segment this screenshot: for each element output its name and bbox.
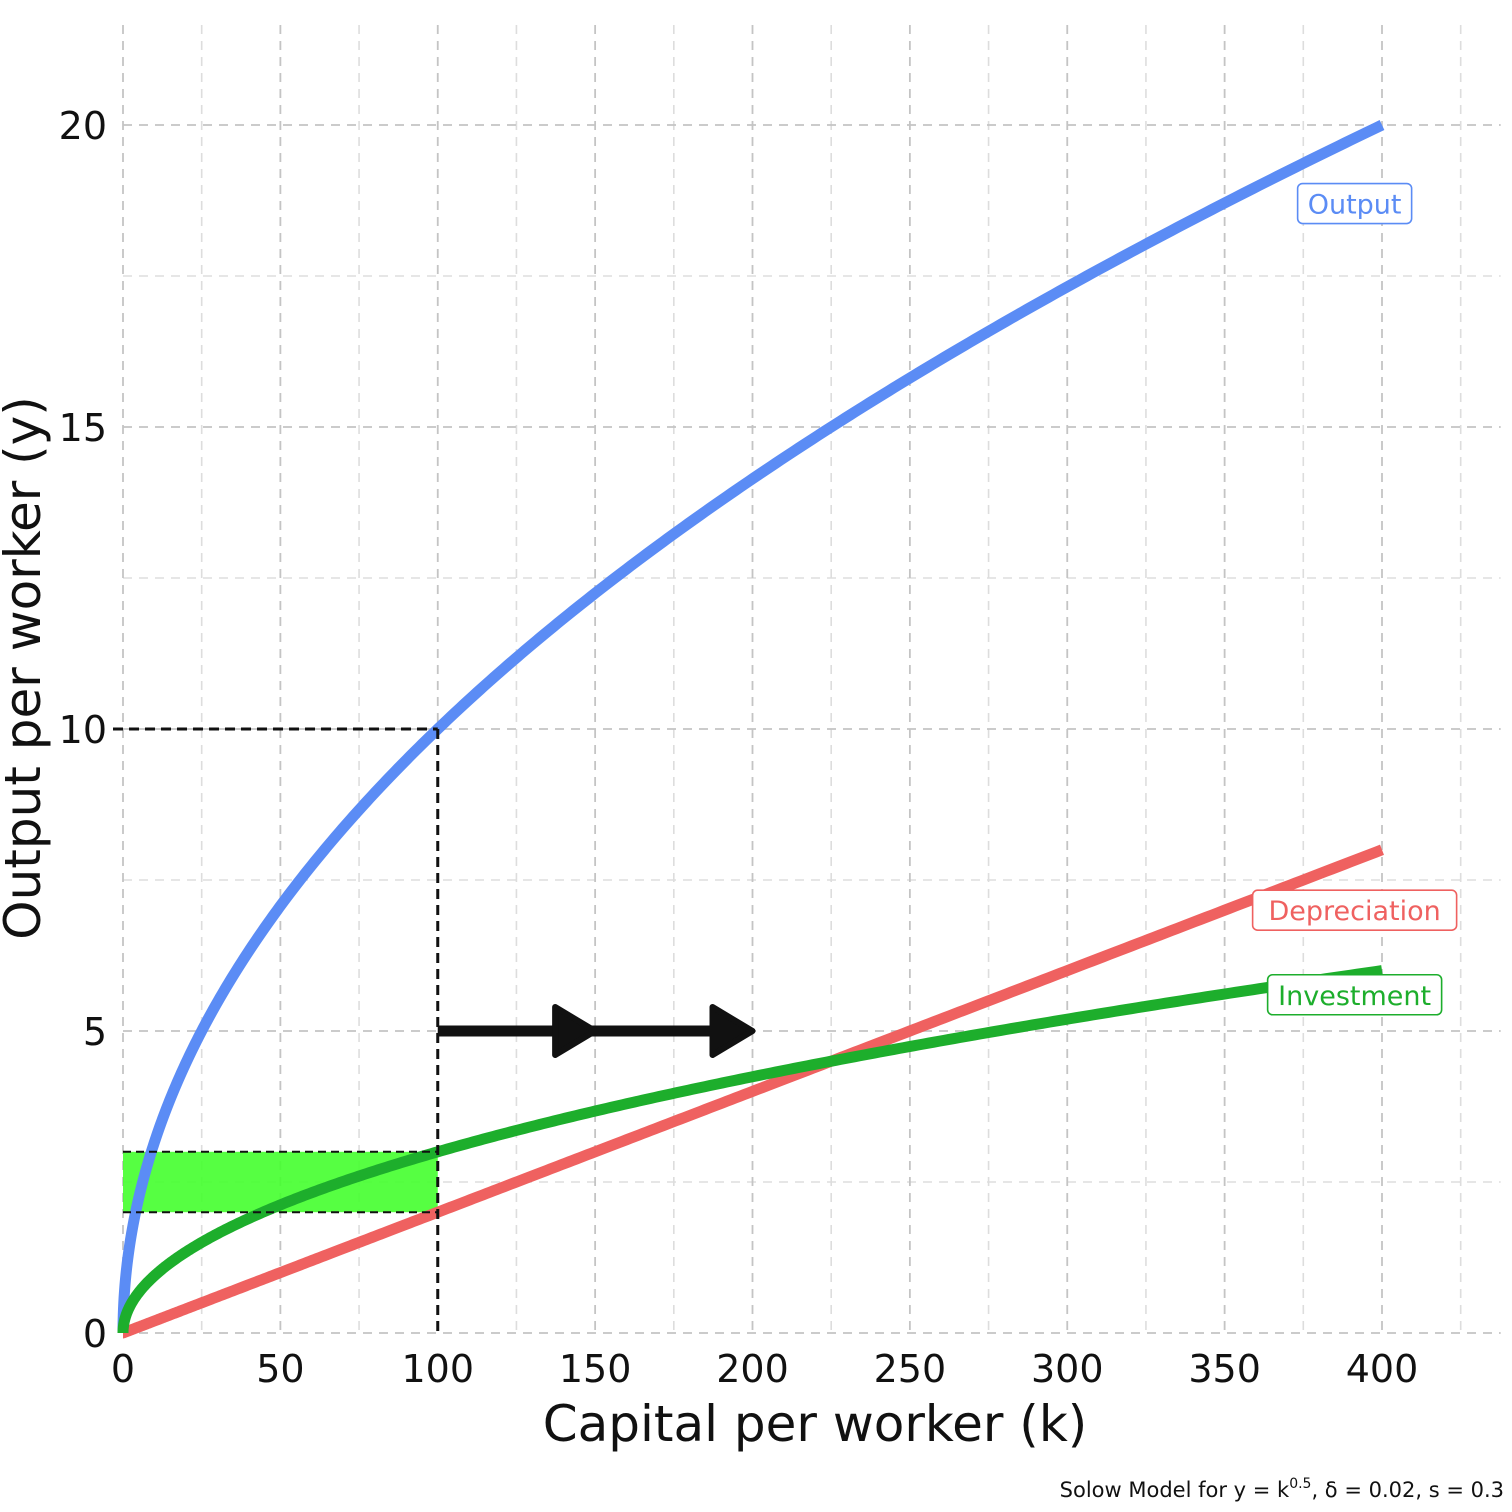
x-tick-label: 100 <box>401 1347 474 1391</box>
series-label-layer: Output Depreciation Investment <box>1251 182 1458 1016</box>
x-tick-label: 350 <box>1188 1347 1261 1391</box>
annotation-layer <box>113 727 756 1333</box>
series-label-text: Output <box>1308 190 1402 221</box>
y-tick-label: 20 <box>59 104 107 148</box>
series-label-depreciation: Depreciation <box>1251 889 1458 932</box>
y-axis-title: Output per worker (y) <box>0 396 52 940</box>
x-tick-label: 200 <box>716 1347 789 1391</box>
series-label-box <box>1266 973 1443 1016</box>
x-tick-label: 400 <box>1346 1347 1419 1391</box>
x-tick-label: 300 <box>1031 1347 1104 1391</box>
series-label-box <box>1251 889 1458 932</box>
x-axis-title: Capital per worker (k) <box>543 1395 1088 1453</box>
y-tick-label: 0 <box>83 1312 107 1356</box>
y-tick-label: 10 <box>59 708 107 752</box>
caption-prefix: Solow Model for y = k <box>1060 1478 1290 1502</box>
capital-growth-arrow-head-1 <box>552 1004 599 1058</box>
series-label-box <box>1296 182 1413 225</box>
y-tick-label: 15 <box>59 406 107 450</box>
y-tick-label: 5 <box>83 1010 107 1054</box>
series-label-text: Depreciation <box>1268 896 1440 927</box>
tick-label-layer: 0 50 100 150 200 250 300 350 400 0 5 10 15 20 <box>59 104 1419 1391</box>
series-label-investment: Investment <box>1266 973 1443 1016</box>
x-tick-label: 0 <box>111 1347 135 1391</box>
series-label-text: Investment <box>1278 981 1431 1012</box>
caption-exponent: 0.5 <box>1289 1476 1311 1492</box>
x-tick-label: 250 <box>874 1347 947 1391</box>
x-tick-label: 150 <box>559 1347 632 1391</box>
x-tick-label: 50 <box>256 1347 304 1391</box>
series-label-output: Output <box>1296 182 1413 225</box>
capital-growth-arrow-head-2 <box>709 1004 756 1058</box>
grid-layer <box>122 25 1501 1334</box>
chart-caption: Solow Model for y = k0.5, δ = 0.02, s = … <box>1060 1476 1504 1502</box>
caption-suffix: , δ = 0.02, s = 0.3 <box>1311 1478 1504 1502</box>
